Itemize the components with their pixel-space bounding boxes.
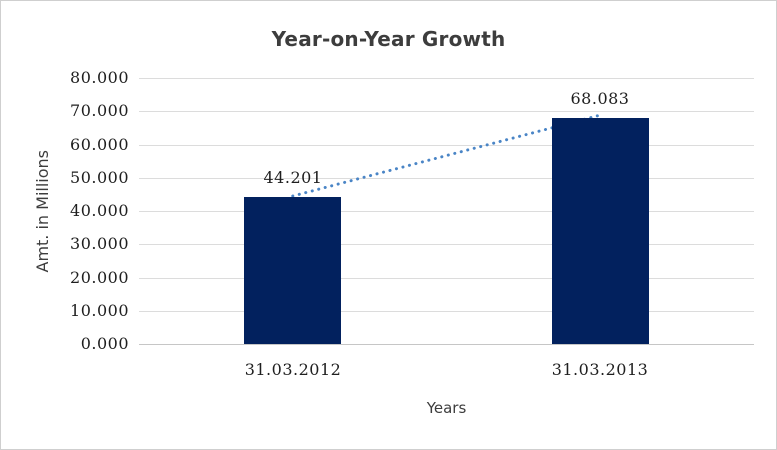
- bar: [244, 197, 341, 344]
- y-tick-label: 0.000: [80, 334, 129, 353]
- x-axis-line: [139, 344, 754, 345]
- gridline: [139, 145, 754, 146]
- plot-area: [139, 78, 754, 345]
- x-axis-title: Years: [426, 399, 467, 417]
- chart-title: Year-on-Year Growth: [271, 27, 506, 51]
- x-tick-label: 31.03.2012: [244, 360, 342, 379]
- gridline: [139, 311, 754, 312]
- y-tick-label: 80.000: [70, 68, 129, 87]
- gridline: [139, 111, 754, 112]
- y-tick-label: 70.000: [70, 101, 129, 120]
- y-tick-label: 60.000: [70, 135, 129, 154]
- gridline: [139, 78, 754, 79]
- gridline: [139, 278, 754, 279]
- x-tick-label: 31.03.2013: [551, 360, 649, 379]
- gridline: [139, 211, 754, 212]
- gridline: [139, 244, 754, 245]
- y-tick-label: 50.000: [70, 168, 129, 187]
- y-tick-label: 20.000: [70, 268, 129, 287]
- y-tick-label: 10.000: [70, 301, 129, 320]
- bar-data-label: 44.201: [263, 168, 323, 187]
- y-tick-label: 40.000: [70, 201, 129, 220]
- bar-data-label: 68.083: [570, 89, 630, 108]
- y-tick-label: 30.000: [70, 234, 129, 253]
- gridline: [139, 178, 754, 179]
- bar: [552, 118, 649, 344]
